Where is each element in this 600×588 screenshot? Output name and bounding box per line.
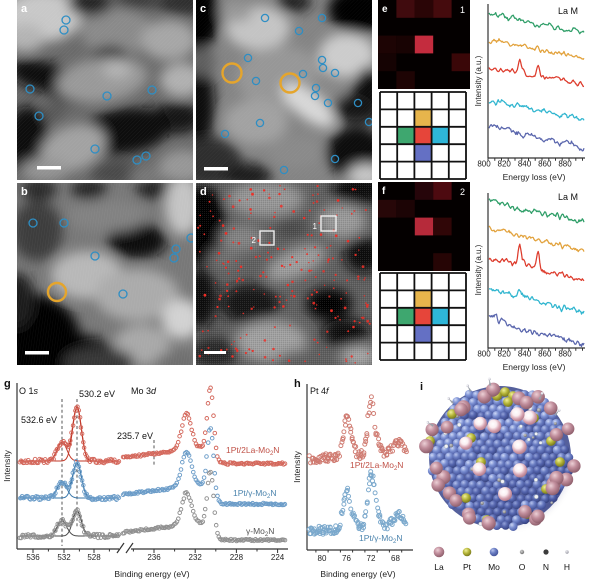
svg-text:224: 224 bbox=[271, 553, 285, 562]
svg-text:1Pt/γ-Mo2N: 1Pt/γ-Mo2N bbox=[233, 488, 277, 500]
svg-text:2: 2 bbox=[460, 187, 465, 197]
svg-text:Intensity (a.u.): Intensity (a.u.) bbox=[474, 244, 483, 295]
svg-text:h: h bbox=[294, 378, 301, 390]
svg-text:La M: La M bbox=[558, 192, 578, 202]
svg-text:Energy loss (eV): Energy loss (eV) bbox=[503, 172, 566, 182]
svg-text:Binding energy (eV): Binding energy (eV) bbox=[320, 569, 395, 579]
svg-text:820: 820 bbox=[498, 160, 512, 169]
svg-text:800: 800 bbox=[477, 160, 491, 169]
svg-text:236: 236 bbox=[147, 553, 161, 562]
svg-text:La: La bbox=[434, 562, 444, 572]
svg-text:840: 840 bbox=[518, 160, 532, 169]
svg-text:N: N bbox=[543, 562, 549, 572]
svg-text:b: b bbox=[21, 186, 28, 198]
svg-text:820: 820 bbox=[498, 350, 512, 359]
svg-text:72: 72 bbox=[367, 554, 376, 563]
svg-text:Pt: Pt bbox=[463, 562, 472, 572]
svg-text:228: 228 bbox=[230, 553, 244, 562]
svg-text:O: O bbox=[519, 562, 526, 572]
svg-text:Mo: Mo bbox=[488, 562, 500, 572]
svg-text:1Pt/2La-Mo2N: 1Pt/2La-Mo2N bbox=[350, 460, 403, 472]
svg-text:536: 536 bbox=[26, 553, 40, 562]
svg-text:O 1s: O 1s bbox=[19, 386, 39, 396]
svg-text:800: 800 bbox=[477, 350, 491, 359]
svg-text:860: 860 bbox=[538, 160, 552, 169]
svg-text:880: 880 bbox=[558, 350, 572, 359]
svg-text:1: 1 bbox=[313, 222, 318, 231]
svg-text:528: 528 bbox=[87, 553, 101, 562]
svg-text:2: 2 bbox=[252, 236, 257, 245]
svg-text:Pt 4f: Pt 4f bbox=[310, 386, 330, 396]
svg-text:γ-Mo2N: γ-Mo2N bbox=[246, 526, 274, 538]
svg-text:1Pt/γ-Mo2N: 1Pt/γ-Mo2N bbox=[359, 533, 403, 545]
svg-text:76: 76 bbox=[342, 554, 351, 563]
svg-text:a: a bbox=[21, 3, 28, 15]
svg-text:Binding energy (eV): Binding energy (eV) bbox=[114, 569, 189, 579]
svg-text:f: f bbox=[382, 186, 386, 197]
svg-text:1Pt/2La-Mo2N: 1Pt/2La-Mo2N bbox=[226, 445, 279, 457]
svg-text:Mo 3d: Mo 3d bbox=[131, 386, 157, 396]
svg-text:860: 860 bbox=[538, 350, 552, 359]
svg-text:880: 880 bbox=[558, 160, 572, 169]
svg-text:68: 68 bbox=[391, 554, 400, 563]
svg-text:80: 80 bbox=[318, 554, 327, 563]
svg-text:e: e bbox=[382, 4, 388, 15]
svg-text:840: 840 bbox=[518, 350, 532, 359]
svg-text:Intensity: Intensity bbox=[2, 449, 12, 481]
svg-text:g: g bbox=[4, 378, 11, 390]
svg-text:232: 232 bbox=[189, 553, 203, 562]
svg-text:530.2 eV: 530.2 eV bbox=[79, 389, 115, 399]
svg-text:Intensity (a.u.): Intensity (a.u.) bbox=[474, 55, 483, 106]
svg-text:235.7 eV: 235.7 eV bbox=[117, 431, 153, 441]
svg-text:La M: La M bbox=[558, 6, 578, 16]
svg-text:H: H bbox=[564, 562, 570, 572]
svg-text:d: d bbox=[200, 186, 207, 198]
svg-text:Intensity: Intensity bbox=[292, 450, 302, 482]
svg-text:c: c bbox=[200, 3, 206, 15]
svg-text:1: 1 bbox=[460, 5, 465, 15]
svg-text:i: i bbox=[420, 381, 423, 393]
svg-text:532: 532 bbox=[57, 553, 71, 562]
svg-text:Energy loss (eV): Energy loss (eV) bbox=[503, 362, 566, 372]
svg-text:532.6 eV: 532.6 eV bbox=[21, 415, 57, 425]
